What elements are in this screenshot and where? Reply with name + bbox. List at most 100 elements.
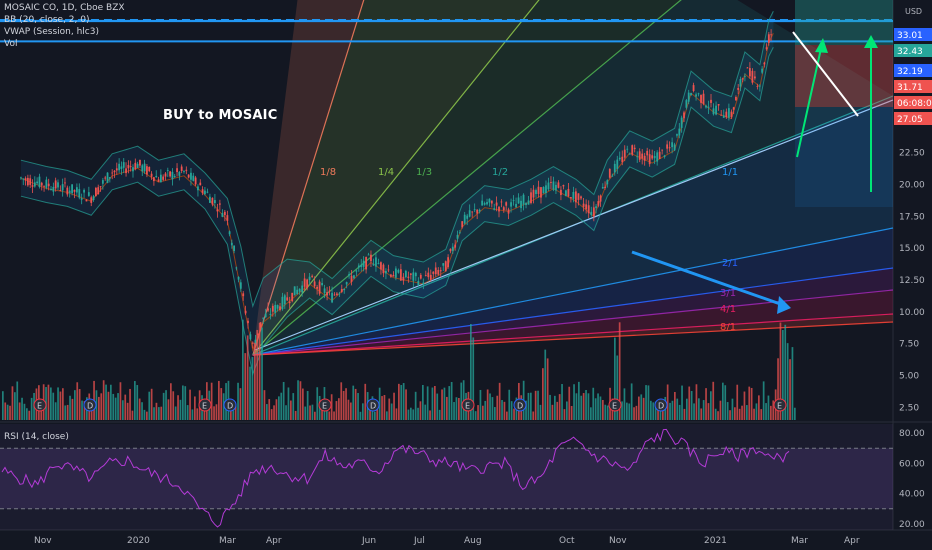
- candle-body: [715, 105, 717, 115]
- candle-body: [377, 263, 380, 264]
- price-tick-label: 5.00: [899, 371, 919, 381]
- candle-body: [385, 270, 387, 274]
- volume-bar: [618, 322, 621, 420]
- candle-body: [382, 264, 385, 274]
- legend-vwap[interactable]: VWAP (Session, hlc3): [4, 27, 99, 37]
- candle-body: [38, 176, 41, 188]
- candle-body: [434, 267, 437, 275]
- candle-body: [725, 111, 728, 118]
- volume-bar: [657, 404, 659, 420]
- candle-body: [466, 215, 469, 219]
- marker-dividend: D: [83, 398, 97, 412]
- candle-body: [456, 234, 459, 239]
- candle-body: [700, 94, 702, 103]
- price-tick-label: 22.50: [899, 149, 925, 159]
- rsi-tick-label: 20.00: [899, 520, 925, 530]
- volume-bar: [508, 389, 511, 420]
- volume-bar: [242, 319, 244, 420]
- candle-body: [244, 310, 247, 314]
- candle-body: [572, 191, 575, 199]
- candle-body: [560, 189, 562, 196]
- volume-bar: [616, 355, 619, 420]
- candle-body: [641, 153, 644, 159]
- volume-bar: [40, 410, 43, 420]
- volume-bar: [700, 408, 703, 420]
- volume-bar: [496, 395, 499, 420]
- volume-bar: [561, 384, 563, 420]
- candle-body: [187, 174, 190, 178]
- candle-body: [192, 175, 195, 181]
- candle-body: [545, 185, 547, 193]
- volume-bar: [695, 384, 698, 420]
- candle-body: [286, 297, 289, 301]
- candle-body: [488, 198, 491, 203]
- legend-symbol[interactable]: MOSAIC CO, 1D, Cboe BZX: [4, 3, 125, 13]
- volume-bar: [9, 405, 11, 420]
- volume-bar: [191, 409, 194, 420]
- candle-body: [54, 180, 57, 189]
- volume-bar: [417, 407, 419, 420]
- candle-body: [249, 334, 252, 340]
- candle-body: [159, 174, 162, 183]
- volume-bar: [429, 410, 431, 420]
- volume-bar: [155, 402, 158, 420]
- candle-body: [288, 301, 291, 304]
- candle-body: [621, 156, 624, 163]
- volume-bar: [702, 400, 705, 420]
- candle-body: [367, 254, 370, 256]
- candle-body: [190, 172, 192, 180]
- volume-bar: [69, 395, 71, 420]
- candle-body: [770, 34, 772, 36]
- candle-body: [164, 173, 167, 177]
- volume-bar: [138, 398, 141, 420]
- volume-bar: [474, 411, 477, 420]
- candle-body: [580, 196, 582, 199]
- candle-body: [532, 189, 535, 198]
- legend-bb[interactable]: BB (20, close, 2, 0): [4, 15, 90, 25]
- volume-bar: [23, 403, 26, 420]
- volume-bar: [119, 382, 122, 420]
- candle-body: [402, 276, 405, 281]
- volume-bar: [594, 398, 597, 420]
- candle-body: [345, 282, 348, 285]
- volume-bar: [659, 405, 662, 420]
- candle-body: [83, 189, 85, 193]
- volume-bar: [54, 402, 57, 420]
- volume-bar: [446, 396, 448, 420]
- rsi-legend[interactable]: RSI (14, close): [4, 432, 69, 442]
- candle-body: [520, 200, 522, 209]
- volume-bar: [542, 368, 544, 420]
- rsi-tick-label: 40.00: [899, 490, 925, 500]
- volume-bar: [14, 392, 16, 420]
- candle-body: [618, 157, 621, 160]
- volume-bar: [767, 395, 770, 420]
- volume-bar: [335, 401, 338, 420]
- volume-bar: [122, 400, 124, 420]
- volume-bar: [772, 400, 775, 420]
- volume-bar: [626, 402, 628, 420]
- volume-bar: [148, 391, 151, 420]
- candle-body: [178, 171, 181, 176]
- price-tick-label: 15.00: [899, 244, 925, 254]
- volume-bar: [599, 396, 602, 420]
- volume-bar: [578, 381, 580, 420]
- volume-bar: [2, 391, 4, 420]
- volume-bar: [381, 396, 383, 420]
- candle-body: [283, 295, 286, 305]
- candle-body: [92, 196, 95, 200]
- fan-label-6: 3/1: [720, 288, 736, 299]
- volume-bar: [645, 385, 647, 420]
- volume-bar: [304, 406, 307, 420]
- legend-vol[interactable]: Vol: [4, 39, 18, 49]
- white-arrow-shaft: [792, 31, 859, 117]
- volume-bars: [2, 319, 796, 420]
- candle-body: [626, 148, 629, 150]
- candle-body: [676, 134, 678, 136]
- volume-bar: [587, 393, 590, 420]
- candle-body: [111, 172, 114, 174]
- candle-body: [473, 209, 476, 211]
- volume-bar: [273, 405, 275, 420]
- candle-body: [478, 209, 481, 212]
- volume-bar: [141, 402, 143, 420]
